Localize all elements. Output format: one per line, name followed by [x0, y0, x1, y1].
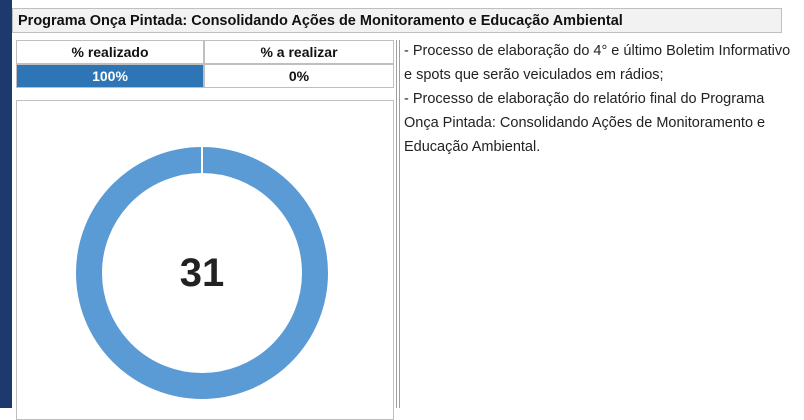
header-cell: % a realizar	[204, 40, 394, 64]
progress-cell: 100%	[16, 64, 204, 88]
remaining-text: 0%	[288, 68, 310, 84]
chart-panel: 31	[16, 100, 394, 420]
donut-label: 31	[180, 251, 225, 295]
side-strip	[0, 0, 12, 408]
header-text: % a realizar	[260, 44, 338, 60]
progress-text: 100%	[92, 68, 128, 84]
top-gap	[12, 0, 804, 8]
header-text: % realizado	[71, 44, 149, 60]
remaining-cell: 0%	[204, 64, 394, 88]
divider	[396, 40, 397, 408]
title: Programa Onça Pintada: Consolidando Açõe…	[18, 12, 623, 29]
header-cell: % realizado	[16, 40, 204, 64]
notes: - Processo de elaboração do 4° e último …	[404, 39, 796, 159]
title-cell: Programa Onça Pintada: Consolidando Açõe…	[12, 8, 782, 33]
donut-chart: 31	[76, 145, 328, 399]
divider	[399, 40, 400, 408]
note: - Processo de elaboração do 4° e último …	[404, 43, 791, 83]
note: - Processo de elaboração do relatório fi…	[404, 91, 766, 155]
